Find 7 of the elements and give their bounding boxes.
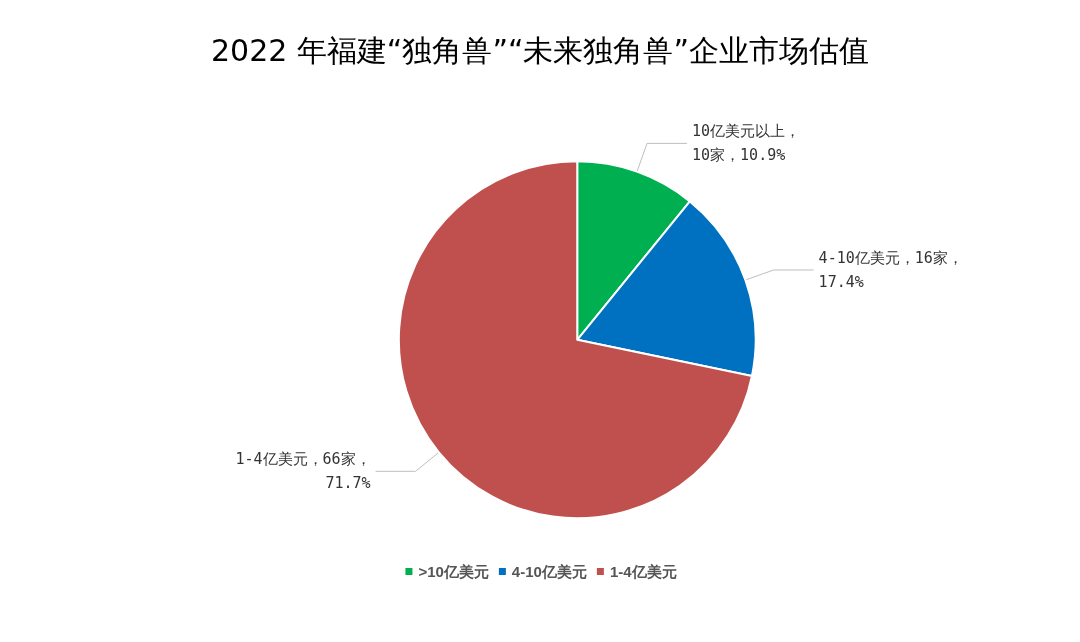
legend-label: 4-10亿美元 (511, 563, 587, 580)
legend-label: >10亿美元 (418, 563, 489, 580)
legend-label: 1-4亿美元 (609, 563, 677, 580)
data-label: 1-4亿美元，66家， 71.7% (235, 450, 371, 493)
chart-title: 2022 年福建“独角兽”“未来独角兽”企业市场估值 (210, 32, 870, 68)
data-label: 4-10亿美元，16家， 17.4% (818, 248, 963, 291)
data-label: 10亿美元以上， 10家，10.9% (692, 122, 801, 165)
